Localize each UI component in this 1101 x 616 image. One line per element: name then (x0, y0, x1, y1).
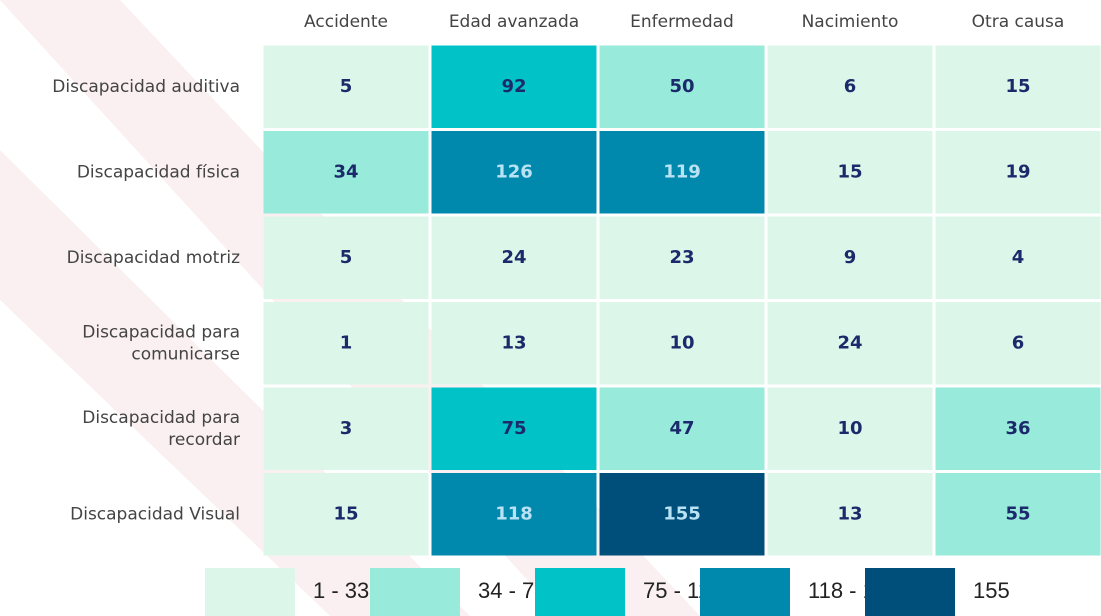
cell-label: 1 (340, 332, 353, 353)
cell (767, 387, 933, 470)
cell-label: 92 (501, 76, 526, 97)
legend-swatch (700, 568, 790, 616)
cell-label: 10 (837, 418, 862, 439)
cell-label: 118 (495, 503, 533, 524)
column-header: Nacimiento (802, 12, 899, 32)
cell (935, 131, 1101, 214)
cell-label: 5 (340, 247, 353, 268)
cell-label: 75 (501, 418, 526, 439)
cell (767, 216, 933, 299)
row-label: Discapacidad para (82, 322, 240, 342)
cell-label: 13 (837, 503, 862, 524)
cell (263, 45, 429, 128)
cell-label: 3 (340, 418, 353, 439)
cell-label: 15 (333, 503, 358, 524)
cell (263, 387, 429, 470)
row-label: Discapacidad para (82, 408, 240, 428)
legend-swatch (370, 568, 460, 616)
cell (935, 473, 1101, 556)
cell (767, 131, 933, 214)
cell (263, 473, 429, 556)
row-label: Discapacidad auditiva (52, 77, 240, 97)
cell (431, 216, 597, 299)
cell (767, 302, 933, 385)
cell-label: 6 (844, 76, 857, 97)
cell (599, 387, 765, 470)
cell (767, 45, 933, 128)
legend-label: 155 (973, 578, 1010, 603)
cell (431, 45, 597, 128)
cell (935, 45, 1101, 128)
cell-label: 15 (837, 161, 862, 182)
row-label: Discapacidad Visual (70, 504, 240, 524)
cell (599, 216, 765, 299)
cell-label: 36 (1005, 418, 1030, 439)
column-header: Accidente (304, 12, 388, 32)
cell-label: 23 (669, 247, 694, 268)
cell-label: 19 (1005, 161, 1030, 182)
row-label: Discapacidad física (77, 162, 240, 182)
cell (599, 131, 765, 214)
cell-label: 24 (837, 332, 862, 353)
cell (599, 45, 765, 128)
cell (431, 302, 597, 385)
cell-label: 55 (1005, 503, 1030, 524)
cell (935, 387, 1101, 470)
row-label: recordar (168, 430, 240, 450)
cell-label: 6 (1012, 332, 1025, 353)
legend-swatch (535, 568, 625, 616)
cell (767, 473, 933, 556)
cell-label: 15 (1005, 76, 1030, 97)
legend-swatch (865, 568, 955, 616)
cell-label: 119 (663, 161, 701, 182)
cell (935, 302, 1101, 385)
column-header: Enfermedad (630, 12, 734, 32)
cell (599, 473, 765, 556)
column-header: Edad avanzada (449, 12, 579, 32)
cell-label: 5 (340, 76, 353, 97)
legend-swatch (205, 568, 295, 616)
cell-label: 155 (663, 503, 701, 524)
cell-label: 4 (1012, 247, 1025, 268)
cell (431, 387, 597, 470)
cell-label: 47 (669, 418, 694, 439)
column-header: Otra causa (972, 12, 1065, 32)
cell (599, 302, 765, 385)
cell (263, 216, 429, 299)
cell-label: 34 (333, 161, 358, 182)
cell (431, 473, 597, 556)
cell-label: 50 (669, 76, 694, 97)
cell (263, 302, 429, 385)
row-label: Discapacidad motriz (67, 248, 240, 268)
cell (935, 216, 1101, 299)
row-label: comunicarse (131, 344, 240, 364)
cell (431, 131, 597, 214)
cell (263, 131, 429, 214)
cell-label: 126 (495, 161, 533, 182)
cell-label: 13 (501, 332, 526, 353)
cell-label: 24 (501, 247, 526, 268)
cell-label: 9 (844, 247, 857, 268)
cell-label: 10 (669, 332, 694, 353)
